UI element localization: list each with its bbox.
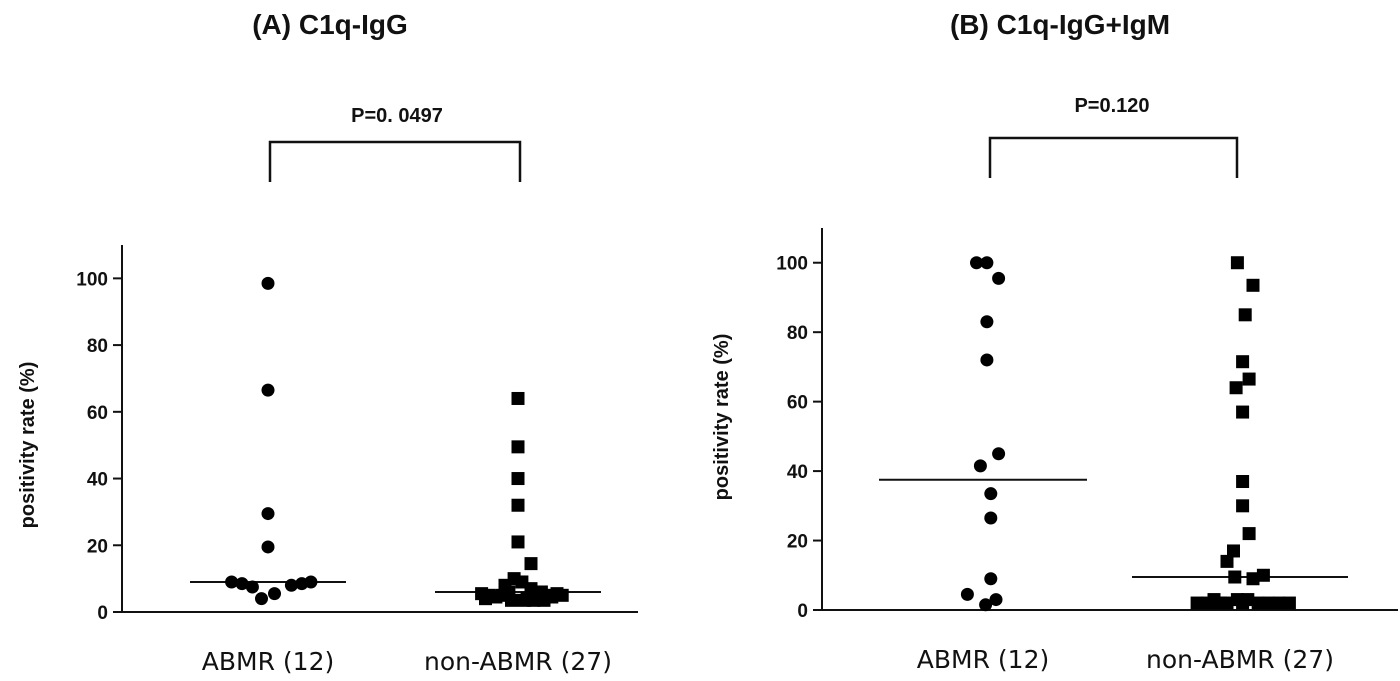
panel-a-y-axis-label: positivity rate (%) <box>17 362 39 529</box>
panel-b-y-tick-label: 20 <box>787 532 808 553</box>
panel-b-data-point <box>979 598 993 612</box>
panel-b-data-point <box>1227 544 1240 558</box>
panel-a-y-tick-label: 20 <box>87 536 108 557</box>
panel-a-data-point <box>255 592 268 606</box>
panel-b-data-point <box>992 447 1006 461</box>
panel-a-data-point <box>235 577 249 591</box>
panel-b-x-category-label: non-ABMR (27) <box>1146 645 1334 674</box>
panel-b-data-point <box>1220 596 1234 610</box>
panel-a-data-point <box>527 593 541 607</box>
panel-b-data-point <box>1236 499 1250 513</box>
panel-b-data-point <box>980 353 994 367</box>
panel-b-data-point <box>1229 381 1243 395</box>
panel-a-p-value: P=0. 0497 <box>351 105 443 127</box>
panel-b-data-point <box>984 572 998 586</box>
panel-a-data-point <box>498 578 512 592</box>
panel-b-y-tick-label: 40 <box>787 462 808 483</box>
panel-b-data-point <box>1241 593 1255 607</box>
panel-b-p-value: P=0.120 <box>1074 95 1149 117</box>
panel-a-plot-area: 0 20 40 60 80 100 ABMR (12) non-ABMR (27) <box>76 245 638 676</box>
panel-a-y-tick-label: 80 <box>87 336 108 357</box>
panel-b-data-point <box>980 256 994 270</box>
panel-b-data-point <box>1251 596 1265 610</box>
panel-b-data-point <box>1238 308 1252 322</box>
panel-b-data-point <box>960 587 974 601</box>
panel-b-data-point <box>1230 256 1244 270</box>
panel-b-plot-area: 0 20 40 60 80 100 ABMR (12) non-ABMR (27) <box>776 228 1398 674</box>
panel-b-y-axis-label: positivity rate (%) <box>711 334 733 501</box>
panel-a-y-tick-label: 40 <box>87 470 108 491</box>
panel-a-data-point <box>511 535 525 549</box>
panel-a-data-point <box>268 587 281 601</box>
panel-b-title: (B) C1q-IgG+IgM <box>950 9 1170 40</box>
panel-b-data-point <box>1242 372 1256 386</box>
panel-b-data-point <box>984 487 998 501</box>
panel-a-data-point <box>524 557 538 571</box>
panel-b-data-point <box>1262 596 1276 610</box>
panel-a-data-point <box>479 592 492 606</box>
panel-b-data-point <box>992 271 1006 285</box>
panel-a-x-category-label: ABMR (12) <box>202 647 334 676</box>
panel-a-data-point <box>261 276 275 290</box>
panel-a-data-point <box>511 498 525 512</box>
panel-a-data-point <box>225 575 239 589</box>
panel-b-data-point <box>1246 572 1260 586</box>
panel-b-data-point <box>1242 527 1256 541</box>
panel-a-y-tick-label: 0 <box>97 603 108 624</box>
panel-a-data-point <box>555 588 569 602</box>
panel-b-data-point <box>1236 475 1250 489</box>
panel-a-y-tick-label: 100 <box>76 269 108 290</box>
panel-a-data-point <box>511 440 525 454</box>
panel-b-data-point <box>980 315 994 329</box>
panel-a-significance-bracket <box>268 140 522 182</box>
panel-a-data-point <box>245 580 259 594</box>
panel-b-y-tick-label: 60 <box>787 393 808 414</box>
panel-a-data-point <box>284 578 298 592</box>
panel-b-chart: (B) C1q-IgG+IgM P=0.120 positivity rate … <box>711 9 1398 674</box>
panel-a-data-point <box>537 593 551 607</box>
panel-a-data-point <box>261 383 275 397</box>
panel-a-chart: (A) C1q-IgG P=0. 0497 positivity rate (%… <box>17 9 638 676</box>
panel-a-data-point <box>511 391 525 405</box>
panel-b-x-category-label: ABMR (12) <box>917 645 1049 674</box>
panel-b-significance-bracket <box>988 136 1239 178</box>
panel-b-data-point <box>984 511 998 525</box>
panel-a-data-point <box>261 507 275 521</box>
panel-a-data-point <box>304 575 318 589</box>
panel-a-y-tick-label: 60 <box>87 403 108 424</box>
panel-b-data-point <box>1246 278 1260 292</box>
panel-a-data-point <box>505 593 518 607</box>
panel-b-data-point <box>1282 596 1296 610</box>
panel-a-x-category-label: non-ABMR (27) <box>424 647 612 676</box>
panel-b-y-tick-label: 80 <box>787 323 808 344</box>
panel-b-y-tick-label: 100 <box>776 254 808 275</box>
panel-a-data-point <box>511 472 525 486</box>
panel-b-data-point <box>1272 596 1286 610</box>
panel-b-data-point <box>1190 596 1204 610</box>
panel-b-data-point <box>1256 568 1270 582</box>
panel-b-data-point <box>970 256 983 270</box>
panel-b-data-point <box>1236 405 1250 419</box>
panel-a-title: (A) C1q-IgG <box>252 9 408 40</box>
panel-b-data-point <box>973 459 987 473</box>
panel-b-y-tick-label: 0 <box>797 601 808 622</box>
panel-b-data-point <box>1220 554 1234 568</box>
panel-a-data-point <box>261 540 275 554</box>
panel-b-data-point <box>1236 355 1250 369</box>
panel-b-data-point <box>989 593 1003 607</box>
panel-b-data-point <box>1228 570 1242 584</box>
